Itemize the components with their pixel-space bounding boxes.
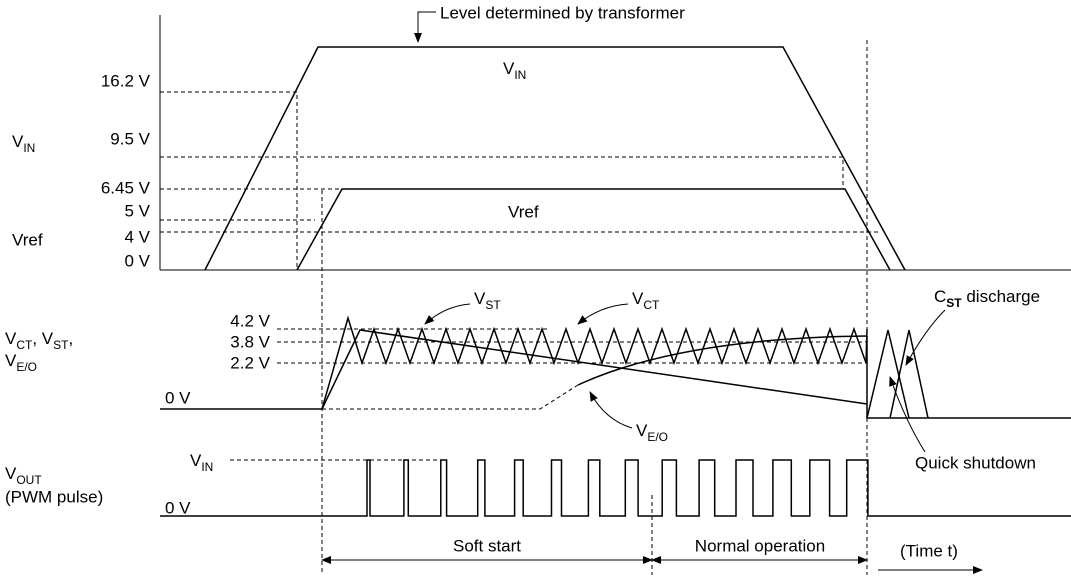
note: CST discharge bbox=[934, 287, 1040, 310]
axis-label: VOUT bbox=[5, 464, 42, 487]
axis-label: VIN bbox=[12, 132, 35, 155]
subscript: IN bbox=[514, 68, 526, 82]
level: 3.8 V bbox=[230, 332, 270, 351]
phase-label: Normal operation bbox=[695, 536, 825, 555]
text: , bbox=[68, 329, 73, 348]
level: 2.2 V bbox=[230, 353, 270, 372]
text: V bbox=[12, 132, 24, 151]
axis-label: (Time t) bbox=[900, 541, 958, 560]
axis-label: VE/O bbox=[5, 351, 37, 374]
level: 0 V bbox=[165, 498, 191, 517]
subscript: ST bbox=[946, 296, 962, 310]
subscript: E/O bbox=[647, 430, 668, 444]
axis-label: VCT, VST, bbox=[5, 329, 73, 352]
note: VE/O bbox=[636, 421, 668, 444]
level: 5 V bbox=[124, 201, 150, 220]
text: V bbox=[474, 289, 486, 308]
level: 16.2 V bbox=[101, 71, 151, 90]
note: Level determined by transformer bbox=[440, 3, 685, 22]
trace-label: Vref bbox=[508, 202, 539, 221]
text: V bbox=[190, 451, 202, 470]
subscript: ST bbox=[53, 338, 69, 352]
text: discharge bbox=[962, 287, 1040, 306]
level: 9.5 V bbox=[110, 129, 150, 148]
text: V bbox=[632, 289, 644, 308]
text: V bbox=[636, 421, 648, 440]
text: V bbox=[5, 464, 17, 483]
waveforms bbox=[159, 11, 1071, 575]
trace-label: VIN bbox=[503, 59, 526, 82]
phase-label: Soft start bbox=[453, 536, 521, 555]
text: V bbox=[503, 59, 515, 78]
subscript: OUT bbox=[16, 473, 42, 487]
note: Quick shutdown bbox=[915, 453, 1036, 472]
note: VCT bbox=[632, 289, 660, 312]
subscript: ST bbox=[485, 298, 501, 312]
note: VST bbox=[474, 289, 501, 312]
level: 4.2 V bbox=[230, 311, 270, 330]
text: , V bbox=[32, 329, 53, 348]
subscript: E/O bbox=[16, 360, 37, 374]
text: C bbox=[934, 287, 946, 306]
text: V bbox=[5, 329, 17, 348]
axis-label: Vref bbox=[12, 230, 43, 249]
level: 4 V bbox=[124, 227, 150, 246]
subscript: IN bbox=[201, 460, 213, 474]
text: V bbox=[5, 351, 17, 370]
axis-label: (PWM pulse) bbox=[5, 487, 103, 506]
level: 0 V bbox=[165, 388, 191, 407]
level: 0 V bbox=[124, 251, 150, 270]
level: VIN bbox=[190, 451, 213, 474]
subscript: IN bbox=[23, 141, 35, 155]
subscript: CT bbox=[16, 338, 33, 352]
subscript: CT bbox=[643, 298, 660, 312]
level: 6.45 V bbox=[101, 178, 151, 197]
